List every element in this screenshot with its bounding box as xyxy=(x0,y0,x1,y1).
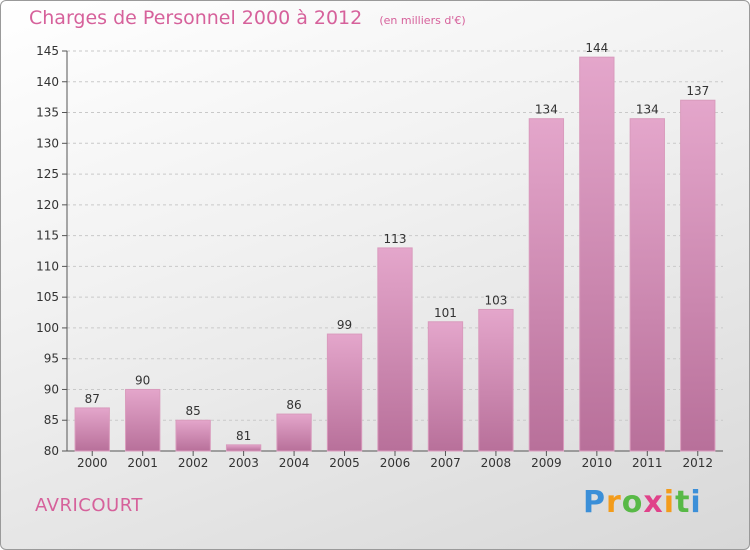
y-tick-label: 135 xyxy=(36,106,59,120)
y-tick-label: 125 xyxy=(36,167,59,181)
y-tick-label: 100 xyxy=(36,321,59,335)
chart-title: Charges de Personnel 2000 à 2012 xyxy=(29,7,363,29)
bar xyxy=(276,413,312,452)
y-tick-label: 115 xyxy=(36,229,59,243)
x-tick-label: 2009 xyxy=(531,456,562,470)
bar-value-label: 144 xyxy=(585,41,608,55)
x-tick-label: 2011 xyxy=(632,456,663,470)
bar-value-label: 99 xyxy=(337,318,352,332)
bar-value-label: 137 xyxy=(686,84,709,98)
bar xyxy=(427,321,464,452)
bar xyxy=(326,333,363,452)
bar xyxy=(478,308,514,452)
bar-value-label: 87 xyxy=(85,392,100,406)
bar xyxy=(225,444,262,452)
bar xyxy=(74,407,110,452)
x-tick-label: 2002 xyxy=(178,456,209,470)
bar-value-label: 81 xyxy=(236,429,251,443)
bar xyxy=(125,388,161,452)
bar-value-label: 86 xyxy=(286,398,301,412)
bar-value-label: 134 xyxy=(636,103,659,117)
bar-value-label: 101 xyxy=(434,306,457,320)
y-tick-label: 130 xyxy=(36,136,59,150)
y-tick-label: 85 xyxy=(44,413,59,427)
x-tick-label: 2001 xyxy=(127,456,158,470)
x-tick-label: 2012 xyxy=(682,456,713,470)
y-tick-label: 120 xyxy=(36,198,59,212)
bar-value-label: 85 xyxy=(186,404,201,418)
bar-value-label: 113 xyxy=(384,232,407,246)
chart-title-row: Charges de Personnel 2000 à 2012 (en mil… xyxy=(29,7,466,29)
bar xyxy=(579,56,615,452)
x-tick-label: 2000 xyxy=(77,456,108,470)
bar-value-label: 90 xyxy=(135,373,150,387)
bar xyxy=(175,419,211,452)
x-tick-label: 2010 xyxy=(582,456,613,470)
bar-value-label: 103 xyxy=(484,293,507,307)
x-tick-label: 2003 xyxy=(228,456,259,470)
proxiti-logo: Proxiti xyxy=(583,485,702,520)
y-tick-label: 140 xyxy=(36,75,59,89)
bar xyxy=(680,99,716,452)
y-tick-label: 105 xyxy=(36,290,59,304)
x-tick-label: 2005 xyxy=(329,456,360,470)
commune-name: AVRICOURT xyxy=(35,495,143,516)
y-tick-label: 110 xyxy=(36,259,59,273)
bar-value-label: 134 xyxy=(535,103,558,117)
y-tick-label: 95 xyxy=(44,352,59,366)
y-tick-label: 80 xyxy=(44,444,59,458)
bar xyxy=(629,118,665,452)
chart-subtitle: (en milliers d'€) xyxy=(379,14,466,27)
y-tick-label: 90 xyxy=(44,382,59,396)
x-tick-label: 2006 xyxy=(380,456,411,470)
y-tick-label: 145 xyxy=(36,44,59,58)
x-tick-label: 2007 xyxy=(430,456,461,470)
x-tick-label: 2008 xyxy=(481,456,512,470)
x-tick-label: 2004 xyxy=(279,456,310,470)
bar xyxy=(377,247,413,452)
bar xyxy=(528,118,565,452)
